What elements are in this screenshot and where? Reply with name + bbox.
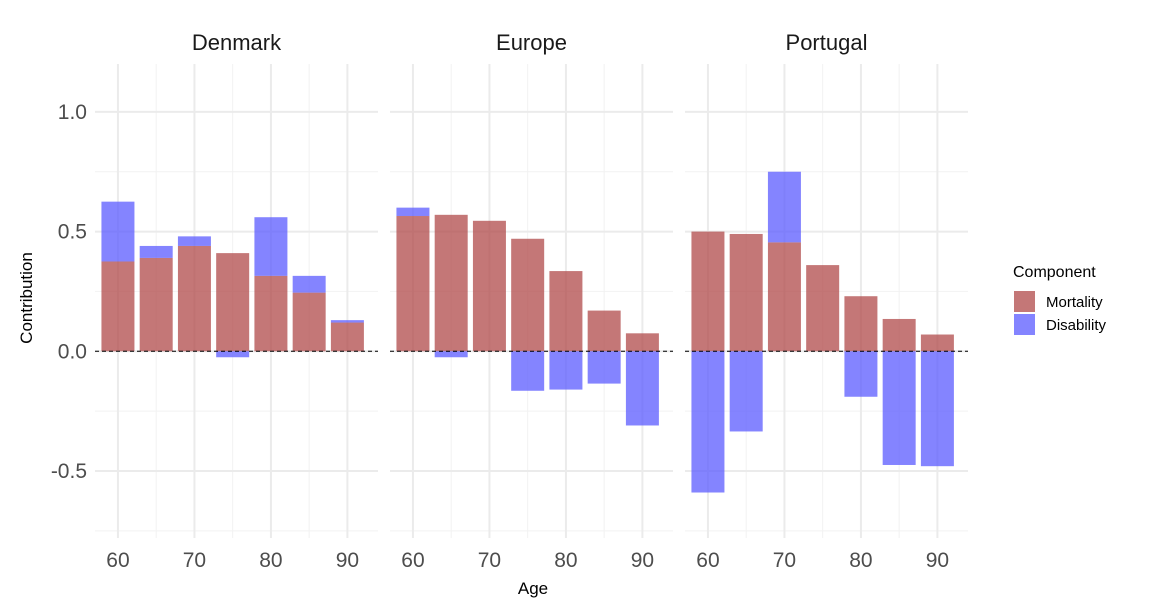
x-tick-label: 60 [696,549,719,572]
y-tick-label: 0.0 [58,340,87,363]
facet-title: Europe [496,30,567,55]
bar-disability-denmark-85 [292,275,326,293]
x-tick-label: 90 [336,549,359,572]
bar-mortality-denmark-80 [254,275,288,352]
x-tick-label: 60 [106,549,129,572]
legend-label-mortality: Mortality [1046,294,1103,311]
bar-disability-europe-90 [625,351,659,426]
bar-mortality-denmark-60 [101,261,135,352]
x-tick-label: 90 [631,549,654,572]
bar-disability-portugal-60 [691,351,725,493]
x-tick-label: 90 [926,549,949,572]
x-tick-label: 80 [849,549,872,572]
legend-swatch-mortality [1014,291,1035,312]
bar-disability-europe-85 [587,351,621,384]
bar-mortality-europe-85 [587,310,621,352]
bar-mortality-europe-65 [434,214,468,352]
x-tick-label: 70 [183,549,206,572]
legend-label-disability: Disability [1046,317,1107,334]
bar-mortality-europe-90 [625,333,659,352]
bar-mortality-portugal-60 [691,231,725,352]
legend-title: Component [1013,264,1096,281]
legend-swatch-disability [1014,314,1035,335]
bar-mortality-portugal-70 [767,242,801,352]
bar-mortality-denmark-65 [139,257,173,352]
bar-disability-portugal-65 [729,351,763,432]
x-tick-label: 80 [554,549,577,572]
bar-mortality-portugal-65 [729,233,763,352]
bar-mortality-denmark-75 [216,253,250,352]
bar-mortality-portugal-75 [806,265,840,352]
bar-disability-denmark-80 [254,217,288,276]
bar-disability-europe-65 [434,351,468,358]
x-axis-title: Age [518,579,548,598]
bar-disability-denmark-75 [216,351,250,358]
bar-mortality-denmark-90 [330,322,364,352]
y-tick-label: 0.5 [58,221,87,244]
bar-mortality-portugal-90 [920,334,954,352]
x-tick-label: 70 [478,549,501,572]
y-tick-label: -0.5 [51,460,87,483]
bar-mortality-europe-60 [396,216,430,352]
bar-disability-denmark-65 [139,245,173,258]
y-axis-ticks: -0.5 0.0 0.5 1.0 [51,101,87,483]
x-tick-label: 60 [401,549,424,572]
bar-disability-denmark-60 [101,201,135,262]
bar-disability-portugal-85 [882,351,916,465]
facet-panels: Denmark 60 70 80 90 Europe 60 70 80 90 Portugal 60 7… [95,30,968,572]
bar-disability-denmark-70 [177,236,211,246]
bar-disability-portugal-70 [767,171,801,243]
bar-mortality-europe-80 [549,271,583,352]
legend: Component Mortality Disability [1013,264,1107,335]
y-axis-title: Contribution [17,252,36,344]
x-tick-label: 80 [259,549,282,572]
bar-mortality-portugal-80 [844,296,878,352]
facet-panel-europe: Europe 60 70 80 90 [390,30,673,572]
bar-disability-denmark-90 [330,320,364,323]
facet-title: Denmark [192,30,282,55]
facet-title: Portugal [786,30,868,55]
bar-mortality-denmark-70 [177,245,211,352]
x-tick-label: 70 [773,549,796,572]
bar-disability-portugal-90 [920,351,954,467]
bar-disability-europe-60 [396,207,430,217]
bar-mortality-portugal-85 [882,318,916,352]
bar-mortality-europe-70 [472,220,506,352]
facet-panel-portugal: Portugal 60 70 80 90 [685,30,968,572]
bar-disability-portugal-80 [844,351,878,397]
bar-disability-europe-75 [511,351,545,391]
bar-mortality-europe-75 [511,238,545,352]
bar-disability-europe-80 [549,351,583,390]
facet-panel-denmark: Denmark 60 70 80 90 [95,30,378,572]
bar-mortality-denmark-85 [292,292,326,352]
y-tick-label: 1.0 [58,101,87,124]
